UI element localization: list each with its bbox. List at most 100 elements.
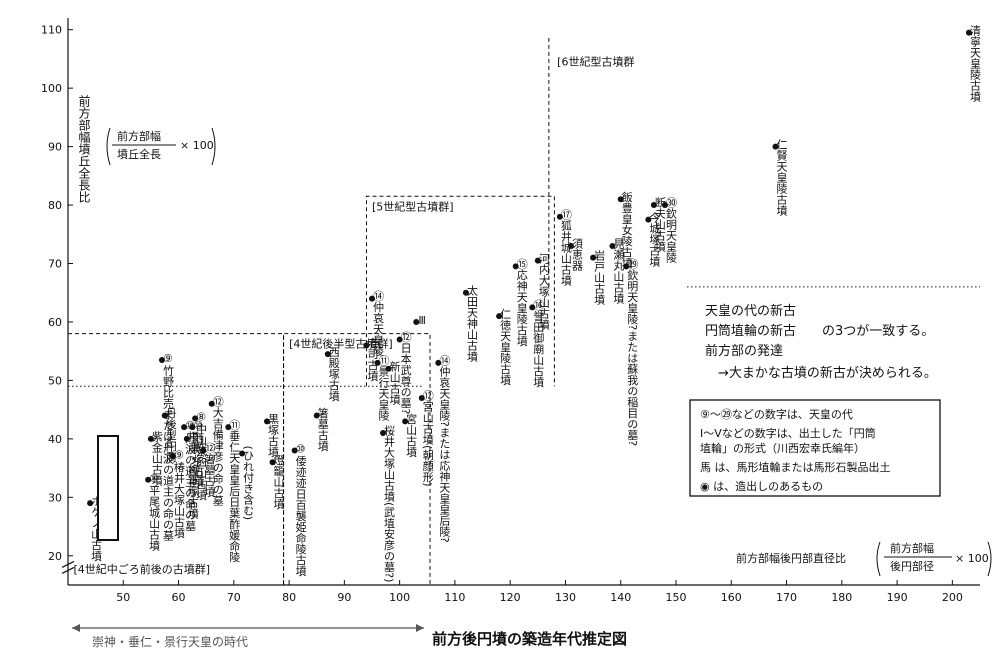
x-tick-label: 50 [116, 591, 130, 604]
data-point [225, 424, 232, 431]
data-point [396, 336, 403, 343]
x-tick-label: 200 [942, 591, 963, 604]
data-point [189, 424, 196, 431]
data-point [170, 453, 177, 460]
point-label: ⑮応神天皇陵古墳 [515, 258, 528, 347]
x-tick-label: 70 [227, 591, 241, 604]
era-arrow: 崇神・垂仁・景行天皇の時代 [72, 624, 424, 649]
point-label: ⑪垂仁天皇皇后日葉酢媛命陵 [228, 419, 241, 563]
x-axis-label-group: 前方部幅後円部直径比 前方部幅 後円部径 × 100 [736, 541, 992, 577]
point-label: 黒塚古墳 [266, 413, 279, 458]
data-point [158, 356, 165, 363]
point-label: ⑭仲哀天皇陵?または応神天皇皇后陵? [438, 355, 451, 543]
point-label: 岩戸山古墳 [593, 248, 606, 305]
group-label-1: [4世紀中ごろ前後の古墳群] [74, 562, 211, 576]
y-tick-label: 70 [48, 258, 62, 271]
group-label-3: [5世紀型古墳群] [372, 199, 454, 213]
point-label: 仁賢天皇陵古墳 [775, 138, 788, 216]
data-point [313, 412, 320, 419]
data-point [380, 430, 387, 437]
point-label: Ⅲ [416, 314, 429, 327]
x-tick-label: 90 [337, 591, 351, 604]
data-point [208, 400, 215, 407]
data-point [147, 435, 154, 442]
data-points: ホケノ山古墳 ⑩平尾城山古墳紫金山古墳⑨竹野比売または丹波の道主の命の墓丹後型円筒… [87, 24, 981, 582]
point-label: 飯豊皇女陵古墳 [620, 190, 633, 269]
group-box-2 [283, 333, 431, 585]
y-tick-label: 40 [48, 433, 62, 446]
data-point [181, 424, 188, 431]
point-label: ⑭仲哀天皇陵 [372, 290, 385, 357]
y-tick-label: 90 [48, 141, 62, 154]
point-label: ⑯誉田御廟山古墳 [532, 299, 545, 388]
data-point [529, 304, 536, 311]
data-point [645, 216, 652, 223]
data-point [435, 359, 442, 366]
x-tick-label: 190 [887, 591, 908, 604]
point-label: ⑪景行天皇陵 [377, 355, 390, 422]
point-label: 燈籠山古墳 [272, 453, 285, 510]
point-label: ⑰狐井城山古墳 [559, 208, 572, 286]
x-tick-label: 100 [389, 591, 410, 604]
y-tick-label: 110 [41, 24, 62, 37]
group-label-4: [6世紀型古墳群 [557, 55, 634, 69]
point-label: 太田天神山古墳 [465, 284, 478, 362]
x-tick-label: 120 [500, 591, 521, 604]
data-point [192, 415, 199, 422]
data-point [183, 435, 190, 442]
y-tick-label: 80 [48, 199, 62, 212]
axes [61, 18, 980, 586]
x-formula-factor: × 100 [955, 552, 989, 565]
legend: ⑨〜㉙などの数字は、天皇の代 Ⅰ〜Ⅴなどの数字は、出土した「円筒 埴輪」の形式（… [689, 399, 941, 497]
x-axis-label: 前方部幅後円部直径比 [736, 551, 846, 565]
y-formula-factor: × 100 [180, 139, 214, 152]
legend-item-2: Ⅰ〜Ⅴなどの数字は、出土した「円筒 [700, 426, 876, 440]
point-label: ㉚欽明天皇陵 [664, 197, 677, 264]
point-label: 紫金山古墳 [150, 431, 163, 487]
x-tick-label: 180 [831, 591, 852, 604]
point-label: 新山古墳 [388, 359, 401, 405]
data-point [567, 242, 574, 249]
point-label: 今城塚古墳 [648, 210, 661, 267]
y-tick-label: 100 [41, 82, 62, 95]
point-label: ⑫日本武尊の墓? [399, 331, 412, 414]
y-tick-label: 60 [48, 316, 62, 329]
x-tick-label: 80 [282, 591, 296, 604]
x-tick-label: 170 [776, 591, 797, 604]
y-axis-label-group: 前方部幅墳丘全長比 前方部幅 墳丘全長 × 100 [77, 94, 216, 204]
data-point [772, 143, 779, 150]
point-label: 宮山古墳 [405, 412, 418, 458]
annotation-4: →大まかな古墳の新古が決められる。 [718, 365, 937, 381]
legend-item-1: ⑨〜㉙などの数字は、天皇の代 [700, 407, 853, 421]
x-tick-label: 110 [444, 591, 465, 604]
legend-item-3: 埴輪」の形式（川西宏幸氏編年） [700, 441, 865, 455]
point-label: 摂津・将軍塚古墳 [186, 430, 199, 520]
data-point [87, 500, 94, 507]
data-point [145, 476, 152, 483]
data-point [269, 459, 276, 466]
annotation-block: 天皇の代の新古 円筒埴輪の新古 の3つが一致する。 前方部の発達 →大まかな古墳… [705, 303, 937, 381]
data-point [609, 242, 616, 249]
legend-item-4: 馬 は、馬形埴輪または馬形石製品出土 [700, 460, 891, 474]
x-formula-denominator: 後円部径 [890, 559, 934, 573]
point-label: ⑩丹波の道主の命の墓 [184, 419, 197, 531]
point-label: 見瀬丸山古墳 [612, 238, 625, 305]
legend-item-5: ◉ は、造出しのあるもの [700, 479, 823, 493]
x-tick-label: 160 [721, 591, 742, 604]
y-axis-label: 前方部幅墳丘全長比 [77, 94, 91, 204]
x-tick-labels: 50 60 70 80 90 100 110 120 130 140 150 160 170 180 190… [116, 580, 963, 604]
data-point [324, 351, 331, 358]
data-point [650, 202, 657, 209]
point-label: 丹後型円筒 [164, 407, 177, 463]
data-point [363, 342, 370, 349]
y-formula-numerator: 前方部幅 [117, 129, 161, 143]
annotation-3: 前方部の発達 [705, 343, 783, 359]
y-formula-denominator: 墳丘全長 [117, 147, 161, 161]
data-point [291, 447, 298, 454]
point-label: 断夫山古墳 [653, 196, 666, 253]
chart-title: 前方後円墳の築造年代推定図 [432, 630, 627, 648]
point-label: ⑫箸墓古墳 [203, 442, 216, 498]
x-tick-label: 140 [610, 591, 631, 604]
y-axis-break [61, 560, 75, 575]
